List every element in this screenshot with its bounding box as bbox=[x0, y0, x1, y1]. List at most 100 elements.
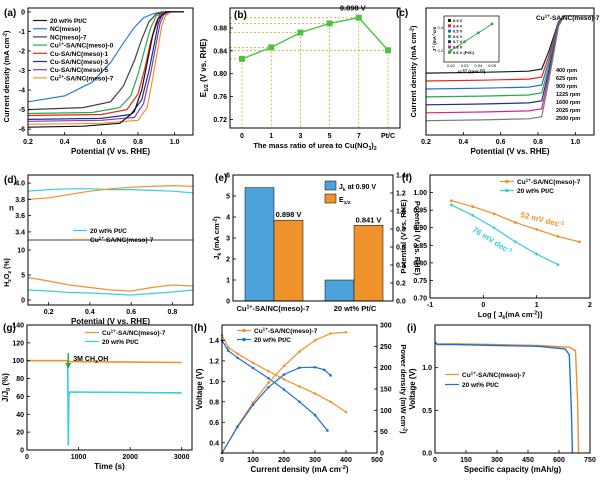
panel-h-ytick-label: 0 bbox=[380, 451, 384, 458]
panel-b-xtick-label: 3 bbox=[298, 133, 302, 140]
panel-a-xtick-label: 0.2 bbox=[23, 139, 33, 146]
panel-g-ytick-label: 140 bbox=[12, 323, 24, 330]
panel-h-point bbox=[329, 400, 332, 404]
panel-h-point bbox=[298, 385, 301, 388]
panel-a-legend-text: Cu1+-SA/NC(meso)-0 bbox=[50, 41, 114, 49]
panel-h-point bbox=[298, 350, 301, 353]
panel-e-ytick-label: 3 bbox=[226, 236, 230, 243]
panel-h-point bbox=[282, 377, 286, 381]
panel-i-ytick-label: 0.0 bbox=[422, 451, 432, 458]
panel-e-legend-text: Jk at 0.90 V bbox=[339, 184, 376, 193]
inset-ytick: 0.4 bbox=[437, 25, 443, 30]
inset-xtick: 0.03 bbox=[461, 63, 470, 68]
panel-h-xtick-label: 200 bbox=[278, 457, 290, 464]
panel-f-point bbox=[556, 235, 560, 238]
panel-h-point bbox=[313, 365, 317, 369]
panel-h-point bbox=[236, 352, 239, 355]
panel-e-ytick-label: 0.4 bbox=[396, 263, 406, 270]
panel-i-legend-text: Cu1+-SA/NC(meso)-7 bbox=[462, 371, 526, 379]
panel-h-ytick-label: 200 bbox=[380, 365, 392, 372]
panel-d-xtick-label: 0.4 bbox=[85, 309, 95, 316]
panel-i-ytick-label: 1.0 bbox=[422, 365, 432, 372]
inset-legend-label: 0.5 V bbox=[453, 29, 463, 34]
panel-e-ytick-label: 0.8 bbox=[396, 227, 406, 234]
inset-point bbox=[490, 22, 494, 26]
panel-h-p_cu bbox=[221, 331, 347, 454]
panel-b-ylabel: E1/2 (V vs. RHE) bbox=[199, 38, 210, 97]
panel-f-legend-text: Cu1+-SA/NC(meso)-7 bbox=[517, 178, 581, 186]
panel-h-ytick-label: 0.8 bbox=[209, 399, 219, 406]
panel-b-xtick-label: 0 bbox=[240, 133, 244, 140]
panel-f-ytick-label: 0.80 bbox=[413, 260, 427, 267]
panel-h-frame bbox=[221, 324, 378, 454]
panel-c-ylabel: Current density (mA cm-2) bbox=[409, 25, 418, 117]
panel-h-ytick-label: 1.4 bbox=[209, 338, 219, 345]
panel-h-point bbox=[313, 339, 317, 342]
panel-f-point bbox=[556, 263, 560, 267]
panel-e-legend-swatch bbox=[324, 180, 337, 191]
inset-legend-label: 0.8 V bbox=[453, 45, 463, 50]
panel-b-annotation: 0.898 V bbox=[340, 4, 366, 13]
panel-e-ytick-label: 0.2 bbox=[396, 281, 406, 288]
panel-h-point bbox=[344, 330, 348, 334]
panel-label: (g) bbox=[3, 323, 16, 334]
panel-e-ytick-label: 1 bbox=[226, 278, 230, 285]
panel-f-xtick-label: 0 bbox=[481, 302, 485, 309]
panel-label: (f) bbox=[402, 173, 412, 184]
panel-h-point bbox=[313, 392, 317, 395]
panel-c-xtick-label: 1.0 bbox=[570, 139, 580, 146]
panel-b-point bbox=[268, 44, 275, 51]
panel-d-ytick-label: 3.4 bbox=[15, 229, 25, 236]
panel-f-ytick-label: 1.00 bbox=[413, 190, 427, 197]
panel-h-xlabel: Current density (mA cm-2) bbox=[250, 465, 348, 474]
panel-h-ylabel-right: Power density (mW cm-2) bbox=[399, 344, 408, 434]
inset-legend-swatch bbox=[448, 50, 451, 54]
panel-h-ytick-label: 100 bbox=[380, 408, 392, 415]
inset-legend-label: 0.6 V (Pt/C) bbox=[453, 50, 475, 55]
panel-h-legend-marker bbox=[242, 328, 246, 333]
inset-point bbox=[476, 31, 480, 35]
inset-legend-label: 0.4 V bbox=[453, 23, 463, 28]
panel-f-ytick-label: 0.90 bbox=[413, 225, 427, 232]
panel-h-point bbox=[267, 381, 270, 384]
panel-c-xtick-label: 0.6 bbox=[496, 139, 506, 146]
panel-e-ytick-label: 0 bbox=[226, 299, 230, 306]
panel-h-point bbox=[226, 349, 230, 352]
panel-i-xlabel: Specific capacity (mAh/g) bbox=[464, 465, 562, 474]
panel-a-ytick-label: -6 bbox=[19, 127, 25, 134]
rpm-label: 1225 rpm bbox=[556, 92, 580, 98]
panel-i-legend-text: 20 wt% Pt/C bbox=[462, 382, 499, 389]
inset-legend-label: 0.6 V bbox=[453, 34, 463, 39]
panel-e-ylabel-left: Jk (mA cm-2) bbox=[212, 216, 223, 260]
panel-h-ytick-label: 0.6 bbox=[209, 420, 219, 427]
panel-f-ytick-label: 0.70 bbox=[413, 296, 427, 303]
panel-f-point bbox=[577, 240, 581, 244]
panel-g-xtick-label: 1000 bbox=[71, 454, 87, 461]
panel-i-frame bbox=[434, 324, 591, 454]
panel-h-ytick-label: 150 bbox=[380, 387, 392, 394]
panel-a-legend-text: Cu-SA/NC(meso)-3 bbox=[50, 59, 109, 66]
panel-d-xtick-label: 0.8 bbox=[168, 309, 178, 316]
panel-b-line bbox=[241, 16, 389, 60]
panel-e-ytick-label: 6 bbox=[226, 173, 230, 180]
panel-g-pt-curve bbox=[27, 359, 182, 446]
panel-h-ylabel-left: Voltage (V) bbox=[195, 368, 204, 410]
panel-f-point bbox=[471, 214, 475, 217]
panel-d-ytick-label: 10 bbox=[17, 248, 25, 255]
panel-d-xtick-label: 0.6 bbox=[126, 309, 136, 316]
panel-f-tafel-curve bbox=[451, 204, 559, 266]
panel-label: (e) bbox=[215, 173, 227, 184]
inset-xtick: 0.02 bbox=[447, 63, 456, 68]
panel-h-point bbox=[282, 388, 286, 391]
panel-i-xtick-label: 0 bbox=[433, 457, 437, 464]
panel-b-point bbox=[239, 55, 245, 62]
panel-label: (b) bbox=[234, 10, 247, 21]
panel-h-xtick-label: 100 bbox=[247, 457, 259, 464]
panel-g-xlabel: Time (s) bbox=[94, 462, 125, 471]
panel-b-xlabel: The mass ratio of urea to Cu(NO3)2 bbox=[253, 141, 376, 152]
panel-a-legend-text: Cu-SA/NC(meso)-5 bbox=[50, 67, 109, 74]
panel-d-xlabel: Potential (V vs. RHE) bbox=[71, 317, 150, 326]
panel-h-ytick-label: 1.0 bbox=[209, 379, 219, 386]
panel-h-ytick-label: 1.2 bbox=[209, 358, 219, 365]
panel-b-xtick-label: 1 bbox=[269, 133, 273, 140]
